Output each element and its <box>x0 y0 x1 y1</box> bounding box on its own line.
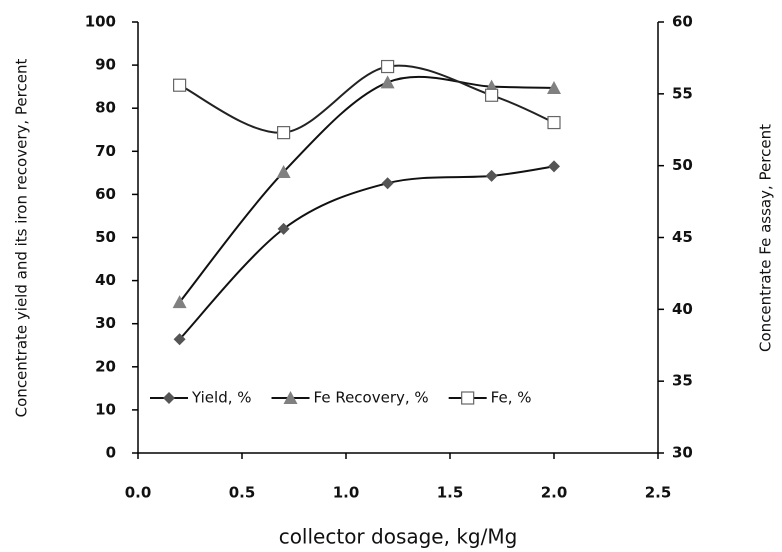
data-point <box>548 160 560 173</box>
x-axis-title: collector dosage, kg/Mg <box>279 525 518 549</box>
series-line <box>178 165 555 340</box>
y-tick-label: 20 <box>95 357 116 375</box>
x-tick-label: 0.5 <box>229 484 256 502</box>
y-tick-label: 10 <box>95 400 116 418</box>
y-axis-title: Concentrate yield and its iron recovery,… <box>13 59 31 418</box>
legend-marker <box>461 391 475 405</box>
data-point <box>277 222 290 235</box>
y2-tick-label: 45 <box>672 228 693 246</box>
y-tick-label: 30 <box>95 314 116 332</box>
x-tick-label: 1.5 <box>437 484 464 502</box>
data-point <box>276 164 291 178</box>
y2-tick-label: 50 <box>672 156 693 174</box>
data-point <box>172 295 187 309</box>
y-tick-label: 100 <box>85 13 116 31</box>
y2-tick-label: 30 <box>672 444 693 462</box>
y2-tick-label: 55 <box>672 84 693 102</box>
data-point <box>173 78 187 92</box>
data-point <box>381 177 394 190</box>
legend-label: Fe Recovery, % <box>314 389 429 407</box>
y-tick-label: 0 <box>106 444 116 462</box>
legend-marker <box>283 391 298 404</box>
data-point <box>381 59 395 74</box>
data-point <box>173 333 186 346</box>
x-tick-label: 2.5 <box>645 484 672 502</box>
y2-axis-title: Concentrate Fe assay, Percent <box>757 124 775 352</box>
data-point <box>380 75 395 89</box>
data-point <box>547 80 561 94</box>
y2-tick-label: 60 <box>672 13 693 31</box>
x-tick-label: 2.0 <box>541 484 568 502</box>
data-point <box>547 115 561 130</box>
y-tick-label: 80 <box>95 99 116 117</box>
legend-label: Fe, % <box>491 389 532 407</box>
legend-label: Yield, % <box>191 389 252 407</box>
y-tick-label: 90 <box>95 56 116 74</box>
data-point <box>485 88 499 102</box>
legend-marker <box>163 392 175 404</box>
y2-tick-label: 40 <box>672 300 693 318</box>
y-tick-label: 50 <box>95 228 116 246</box>
x-tick-label: 0.0 <box>125 484 152 502</box>
series-line <box>179 64 555 134</box>
data-point <box>277 126 291 140</box>
data-point <box>485 169 498 182</box>
y-tick-label: 40 <box>95 271 116 289</box>
y2-tick-label: 35 <box>672 372 693 390</box>
y-tick-label: 60 <box>95 185 116 203</box>
y-tick-label: 70 <box>95 142 116 160</box>
x-tick-label: 1.0 <box>333 484 360 502</box>
